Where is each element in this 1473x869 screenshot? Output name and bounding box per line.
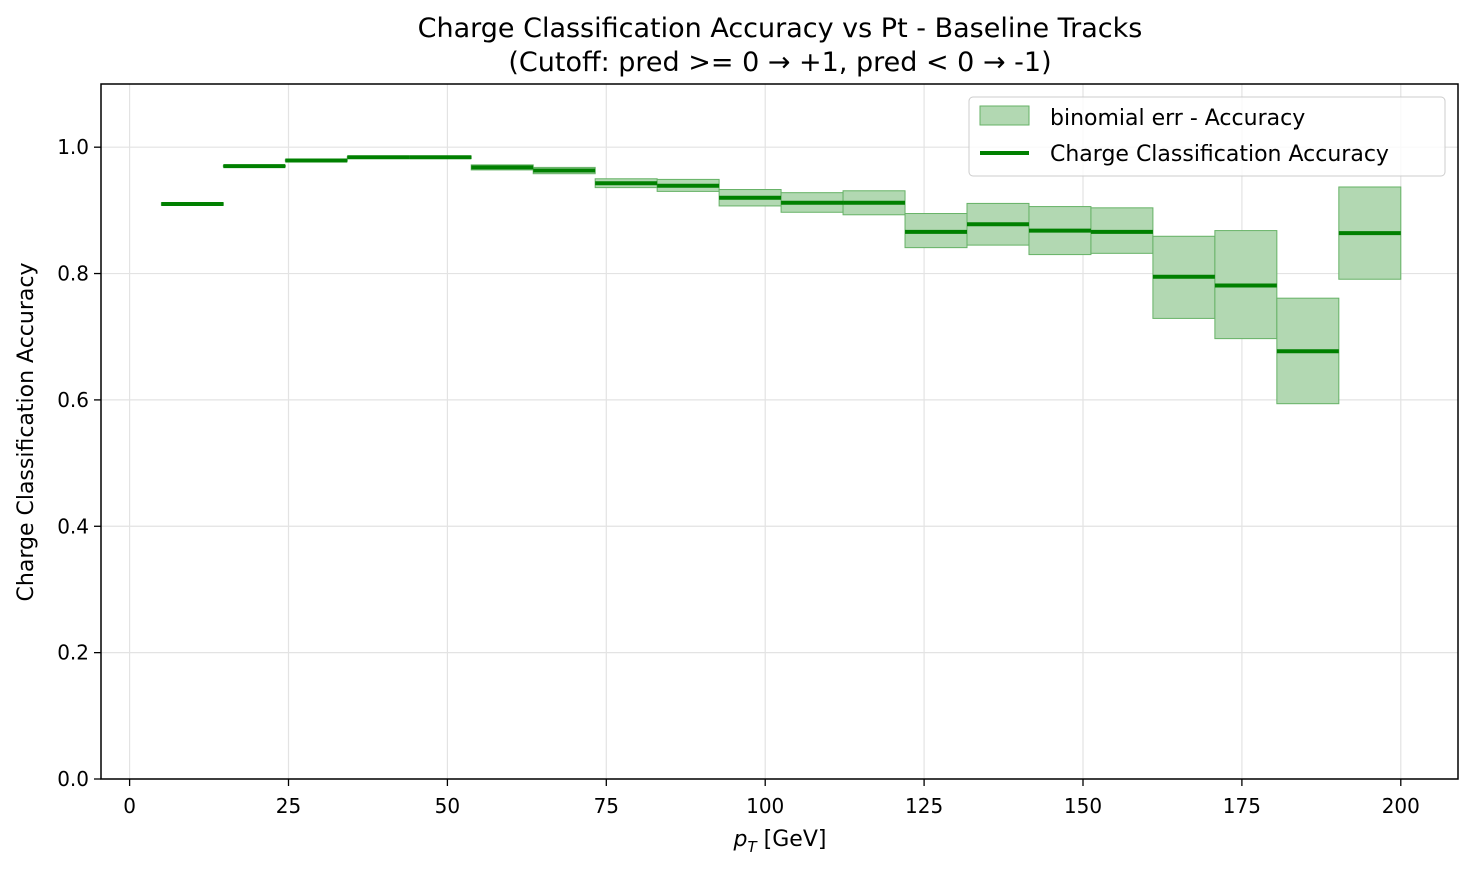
y-axis-label: Charge Classification Accuracy	[14, 263, 39, 602]
legend-box	[968, 96, 1446, 177]
x-tick-label: 75	[594, 794, 619, 818]
chart-title: Charge Classification Accuracy vs Pt - B…	[418, 13, 1143, 44]
x-tick-label: 25	[276, 794, 301, 818]
x-axis-label: pT [GeV]	[733, 827, 827, 856]
y-tick-label: 0.0	[57, 767, 89, 791]
y-tick-label: 0.2	[57, 641, 89, 665]
x-axis-label-unit: [GeV]	[757, 827, 827, 852]
y-tick-label: 0.8	[57, 262, 89, 286]
y-axis-ticks: 0.0 0.2 0.4 0.6 0.8 1.0	[57, 135, 101, 791]
x-axis-label-symbol: p	[733, 827, 748, 852]
legend-band-label: binomial err - Accuracy	[1050, 106, 1305, 131]
chart-subtitle: (Cutoff: pred >= 0 → +1, pred < 0 → -1)	[508, 47, 1051, 78]
x-tick-label: 100	[746, 794, 784, 818]
x-tick-label: 200	[1382, 794, 1420, 818]
x-axis-label-subscript: T	[748, 838, 759, 856]
x-tick-label: 0	[123, 794, 136, 818]
x-axis-ticks: 0 25 50 75 100 125 150 175 200	[123, 779, 1420, 818]
legend: binomial err - Accuracy Charge Classific…	[968, 96, 1446, 177]
y-tick-label: 0.4	[57, 514, 89, 538]
y-tick-label: 1.0	[57, 135, 89, 159]
y-tick-label: 0.6	[57, 388, 89, 412]
legend-line-label: Charge Classification Accuracy	[1050, 142, 1389, 167]
x-tick-label: 125	[905, 794, 943, 818]
legend-band-swatch	[979, 105, 1030, 126]
x-tick-label: 150	[1064, 794, 1102, 818]
accuracy-steps	[161, 155, 1401, 354]
x-tick-label: 175	[1223, 794, 1261, 818]
plot-frame	[100, 83, 1459, 780]
x-tick-label: 50	[435, 794, 460, 818]
